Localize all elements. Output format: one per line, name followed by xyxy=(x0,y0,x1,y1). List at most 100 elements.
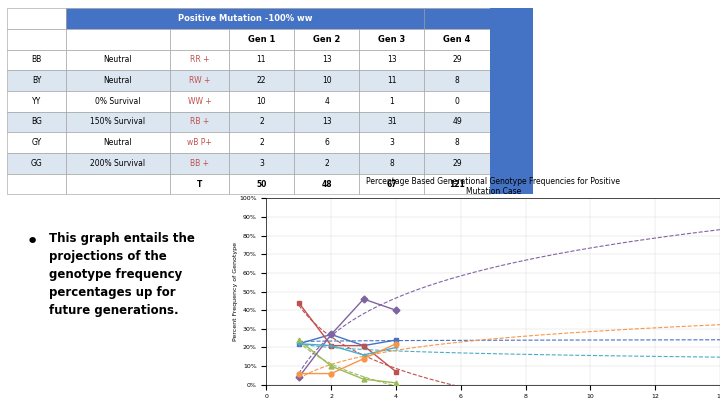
GY Positive Mutation xyxy=(294,341,303,346)
FancyBboxPatch shape xyxy=(170,174,229,194)
GG Positive Mutation xyxy=(327,371,336,376)
Title: Percentage Based Generational Genotype Frequencies for Positive
Mutation Case: Percentage Based Generational Genotype F… xyxy=(366,177,620,196)
FancyBboxPatch shape xyxy=(170,49,229,70)
Log (GG Positive Mutation) xyxy=(296,375,305,380)
Log (BB Positive Mutation) xyxy=(552,338,561,343)
Text: BY: BY xyxy=(32,76,41,85)
FancyBboxPatch shape xyxy=(424,91,490,112)
Text: 8: 8 xyxy=(454,138,459,147)
GG Positive Mutation xyxy=(294,371,303,376)
Log (GY Positive Mutation) xyxy=(296,342,305,347)
FancyBboxPatch shape xyxy=(294,112,359,132)
Text: 1: 1 xyxy=(390,97,394,106)
Line: GG Positive Mutation: GG Positive Mutation xyxy=(297,341,398,376)
Log (BG Positive Mutation) xyxy=(716,227,720,232)
FancyBboxPatch shape xyxy=(294,29,359,49)
FancyBboxPatch shape xyxy=(359,132,424,153)
FancyBboxPatch shape xyxy=(66,174,170,194)
Log (GY Positive Mutation) xyxy=(544,352,552,357)
GG Positive Mutation xyxy=(359,356,368,361)
Text: Gen 4: Gen 4 xyxy=(444,35,471,44)
Log (BW Positive Mutation) xyxy=(294,303,303,308)
Text: RW +: RW + xyxy=(189,76,210,85)
GY Positive Mutation xyxy=(392,345,400,350)
BB Positive Mutation xyxy=(359,343,368,348)
Text: 49: 49 xyxy=(452,117,462,126)
BG Positive Mutation xyxy=(327,332,336,337)
Line: Log (GG Positive Mutation): Log (GG Positive Mutation) xyxy=(299,325,720,379)
FancyBboxPatch shape xyxy=(170,153,229,174)
FancyBboxPatch shape xyxy=(66,91,170,112)
Log (BB Positive Mutation) xyxy=(649,337,658,342)
Log (BW Positive Mutation) xyxy=(296,305,305,309)
FancyBboxPatch shape xyxy=(7,174,66,194)
Log (BW Positive Mutation) xyxy=(545,402,554,405)
Log (GY Positive Mutation) xyxy=(716,355,720,360)
Log (BG Positive Mutation) xyxy=(294,371,303,376)
FancyBboxPatch shape xyxy=(359,174,424,194)
Text: 4: 4 xyxy=(324,97,329,106)
Text: 10: 10 xyxy=(322,76,331,85)
Text: T: T xyxy=(197,179,202,189)
FancyBboxPatch shape xyxy=(229,174,294,194)
FancyBboxPatch shape xyxy=(359,70,424,91)
Text: BB +: BB + xyxy=(190,159,209,168)
Text: 0: 0 xyxy=(454,97,459,106)
GY Positive Mutation xyxy=(359,352,368,357)
Text: 10: 10 xyxy=(256,97,266,106)
FancyBboxPatch shape xyxy=(170,29,229,49)
Line: Log (BW Positive Mutation): Log (BW Positive Mutation) xyxy=(299,305,720,405)
FancyBboxPatch shape xyxy=(170,70,229,91)
FancyBboxPatch shape xyxy=(294,174,359,194)
WW Positive Mutation xyxy=(359,377,368,382)
FancyBboxPatch shape xyxy=(424,112,490,132)
BW Positive Mutation xyxy=(294,301,303,305)
FancyBboxPatch shape xyxy=(294,91,359,112)
Log (BW Positive Mutation) xyxy=(544,401,552,405)
Line: BB Positive Mutation: BB Positive Mutation xyxy=(297,332,398,348)
BG Positive Mutation xyxy=(392,308,400,313)
FancyBboxPatch shape xyxy=(359,91,424,112)
FancyBboxPatch shape xyxy=(229,29,294,49)
FancyBboxPatch shape xyxy=(229,132,294,153)
Text: Gen 3: Gen 3 xyxy=(378,35,405,44)
FancyBboxPatch shape xyxy=(229,153,294,174)
FancyBboxPatch shape xyxy=(359,112,424,132)
Text: 29: 29 xyxy=(452,55,462,64)
FancyBboxPatch shape xyxy=(229,70,294,91)
Text: 8: 8 xyxy=(390,159,394,168)
Text: 3: 3 xyxy=(259,159,264,168)
FancyBboxPatch shape xyxy=(424,8,490,29)
Text: 22: 22 xyxy=(257,76,266,85)
WW Positive Mutation xyxy=(327,364,336,369)
Log (BW Positive Mutation) xyxy=(552,403,561,405)
Text: Gen 1: Gen 1 xyxy=(248,35,275,44)
Text: 150% Survival: 150% Survival xyxy=(91,117,145,126)
FancyBboxPatch shape xyxy=(7,70,66,91)
FancyBboxPatch shape xyxy=(424,29,490,49)
Log (GG Positive Mutation) xyxy=(544,332,552,337)
BB Positive Mutation xyxy=(392,338,400,343)
FancyBboxPatch shape xyxy=(170,132,229,153)
Log (BG Positive Mutation) xyxy=(649,236,658,241)
Log (BG Positive Mutation) xyxy=(545,253,554,258)
Log (GY Positive Mutation) xyxy=(649,354,658,359)
Log (GG Positive Mutation) xyxy=(545,332,554,337)
BB Positive Mutation xyxy=(327,332,336,337)
Text: 48: 48 xyxy=(321,179,332,189)
FancyBboxPatch shape xyxy=(66,112,170,132)
Text: Neutral: Neutral xyxy=(104,76,132,85)
Log (BB Positive Mutation) xyxy=(294,339,303,344)
Log (BB Positive Mutation) xyxy=(544,338,552,343)
FancyBboxPatch shape xyxy=(424,174,490,194)
Log (GG Positive Mutation) xyxy=(294,376,303,381)
FancyBboxPatch shape xyxy=(424,70,490,91)
Text: 2: 2 xyxy=(259,138,264,147)
Text: 200% Survival: 200% Survival xyxy=(91,159,145,168)
Text: WW +: WW + xyxy=(188,97,212,106)
FancyBboxPatch shape xyxy=(490,8,533,194)
Text: 13: 13 xyxy=(322,117,331,126)
Text: •: • xyxy=(26,232,39,252)
FancyBboxPatch shape xyxy=(66,70,170,91)
Text: 67: 67 xyxy=(387,179,397,189)
